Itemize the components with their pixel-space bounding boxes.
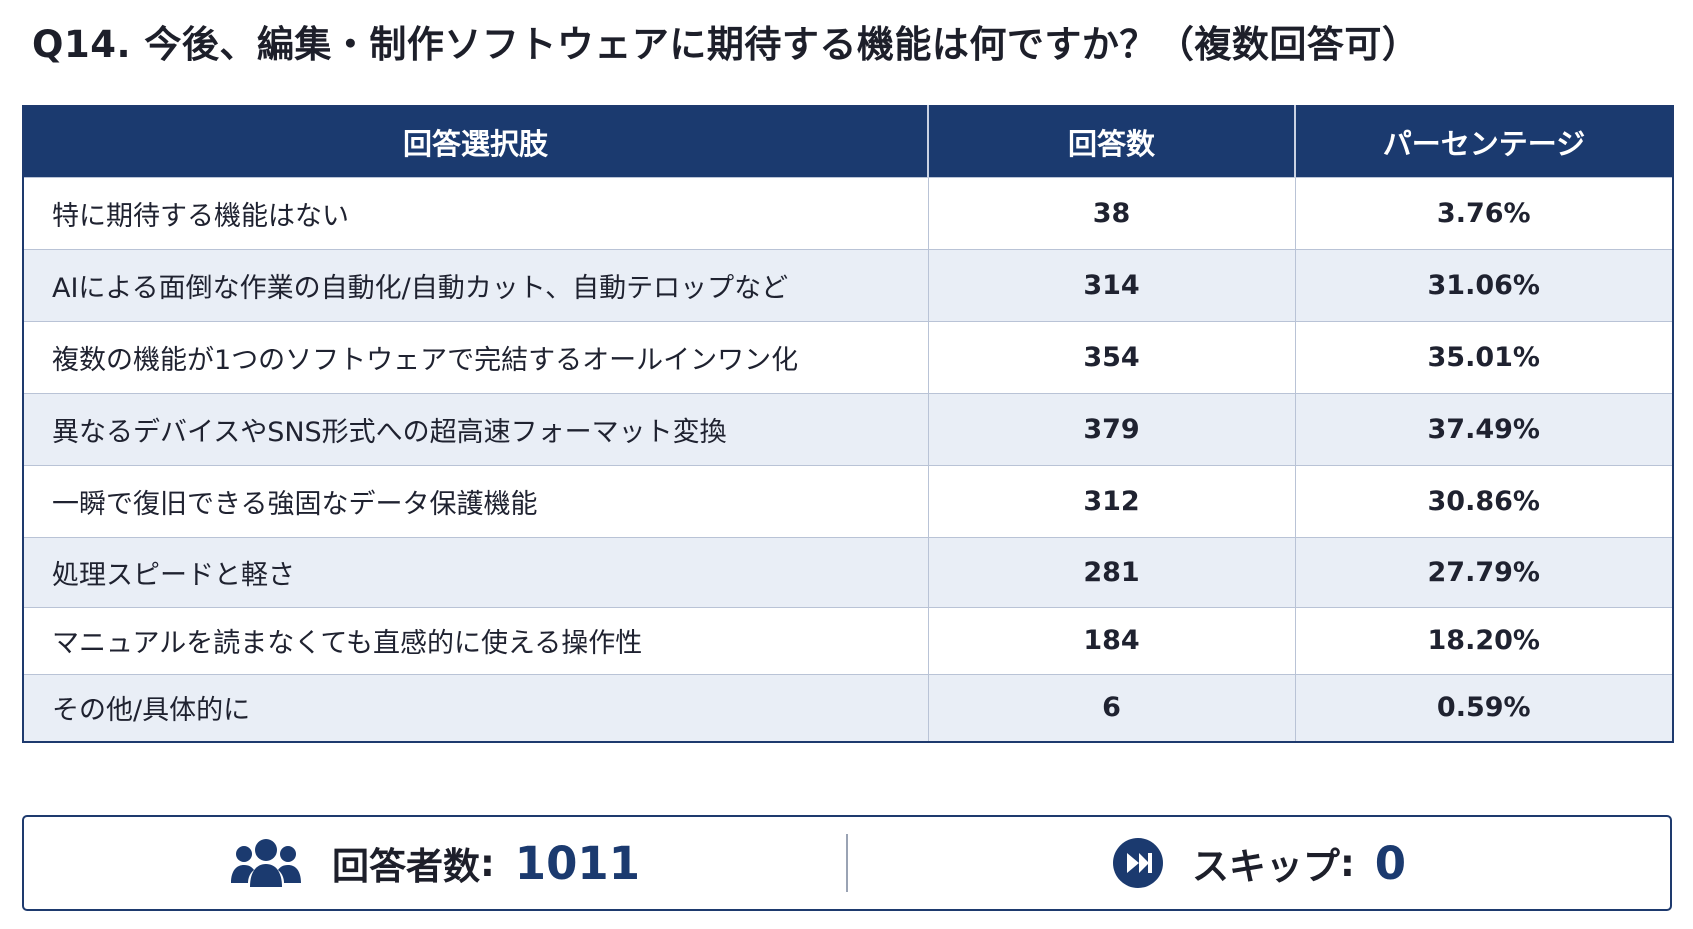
percentage-cell: 37.49% bbox=[1294, 392, 1673, 465]
option-cell: 特に期待する機能はない bbox=[23, 176, 928, 249]
table-row: AIによる面倒な作業の自動化/自動カット、自動テロップなど 314 31.06% bbox=[23, 248, 1673, 321]
table-row: 特に期待する機能はない 38 3.76% bbox=[23, 176, 1673, 249]
percentage-cell: 0.59% bbox=[1294, 673, 1673, 742]
skip-forward-icon bbox=[1112, 838, 1163, 888]
column-header-option: 回答選択肢 bbox=[23, 106, 928, 177]
summary-divider bbox=[846, 834, 848, 892]
skip-count: 0 bbox=[1374, 836, 1407, 890]
percentage-cell: 3.76% bbox=[1294, 176, 1673, 249]
count-cell: 6 bbox=[927, 673, 1295, 742]
column-header-count: 回答数 bbox=[927, 106, 1295, 177]
page-title: Q14. 今後、編集・制作ソフトウェアに期待する機能は何ですか？（複数回答可） bbox=[32, 23, 1420, 66]
percentage-cell: 30.86% bbox=[1294, 464, 1673, 537]
count-cell: 314 bbox=[927, 248, 1295, 321]
option-cell: マニュアルを読まなくても直感的に使える操作性 bbox=[23, 606, 928, 674]
table-row: 複数の機能が1つのソフトウェアで完結するオールインワン化 354 35.01% bbox=[23, 320, 1673, 393]
count-cell: 281 bbox=[927, 536, 1295, 607]
respondents-colon: : bbox=[479, 841, 495, 885]
count-cell: 379 bbox=[927, 392, 1295, 465]
option-cell: その他/具体的に bbox=[23, 673, 928, 742]
count-cell: 38 bbox=[927, 176, 1295, 249]
skip-label: スキップ bbox=[1191, 845, 1340, 888]
skip-summary: スキップ : 0 bbox=[848, 817, 1670, 909]
percentage-cell: 18.20% bbox=[1294, 606, 1673, 674]
option-cell: 複数の機能が1つのソフトウェアで完結するオールインワン化 bbox=[23, 320, 928, 393]
table-header-row: 回答選択肢 回答数 パーセンテージ bbox=[23, 106, 1673, 177]
respondents-summary: 回答者数 : 1011 bbox=[24, 817, 846, 909]
column-header-percentage: パーセンテージ bbox=[1294, 106, 1673, 177]
option-cell: AIによる面倒な作業の自動化/自動カット、自動テロップなど bbox=[23, 248, 928, 321]
option-cell: 一瞬で復旧できる強固なデータ保護機能 bbox=[23, 464, 928, 537]
table-row: 一瞬で復旧できる強固なデータ保護機能 312 30.86% bbox=[23, 464, 1673, 537]
table-row: マニュアルを読まなくても直感的に使える操作性 184 18.20% bbox=[23, 606, 1673, 674]
respondents-count: 1011 bbox=[514, 836, 641, 890]
summary-bar: 回答者数 : 1011 スキップ : 0 bbox=[22, 815, 1672, 911]
table-row: 処理スピードと軽さ 281 27.79% bbox=[23, 536, 1673, 607]
respondents-label: 回答者数 bbox=[331, 845, 480, 888]
count-cell: 184 bbox=[927, 606, 1295, 674]
percentage-cell: 27.79% bbox=[1294, 536, 1673, 607]
option-cell: 処理スピードと軽さ bbox=[23, 536, 928, 607]
skip-colon: : bbox=[1339, 841, 1355, 885]
percentage-cell: 31.06% bbox=[1294, 248, 1673, 321]
option-cell: 異なるデバイスやSNS形式への超高速フォーマット変換 bbox=[23, 392, 928, 465]
users-icon bbox=[230, 839, 301, 887]
table-row: 異なるデバイスやSNS形式への超高速フォーマット変換 379 37.49% bbox=[23, 392, 1673, 465]
table-row: その他/具体的に 6 0.59% bbox=[23, 673, 1673, 742]
results-table: 回答選択肢 回答数 パーセンテージ 特に期待する機能はない 38 3.76% A… bbox=[22, 105, 1674, 743]
count-cell: 312 bbox=[927, 464, 1295, 537]
percentage-cell: 35.01% bbox=[1294, 320, 1673, 393]
count-cell: 354 bbox=[927, 320, 1295, 393]
